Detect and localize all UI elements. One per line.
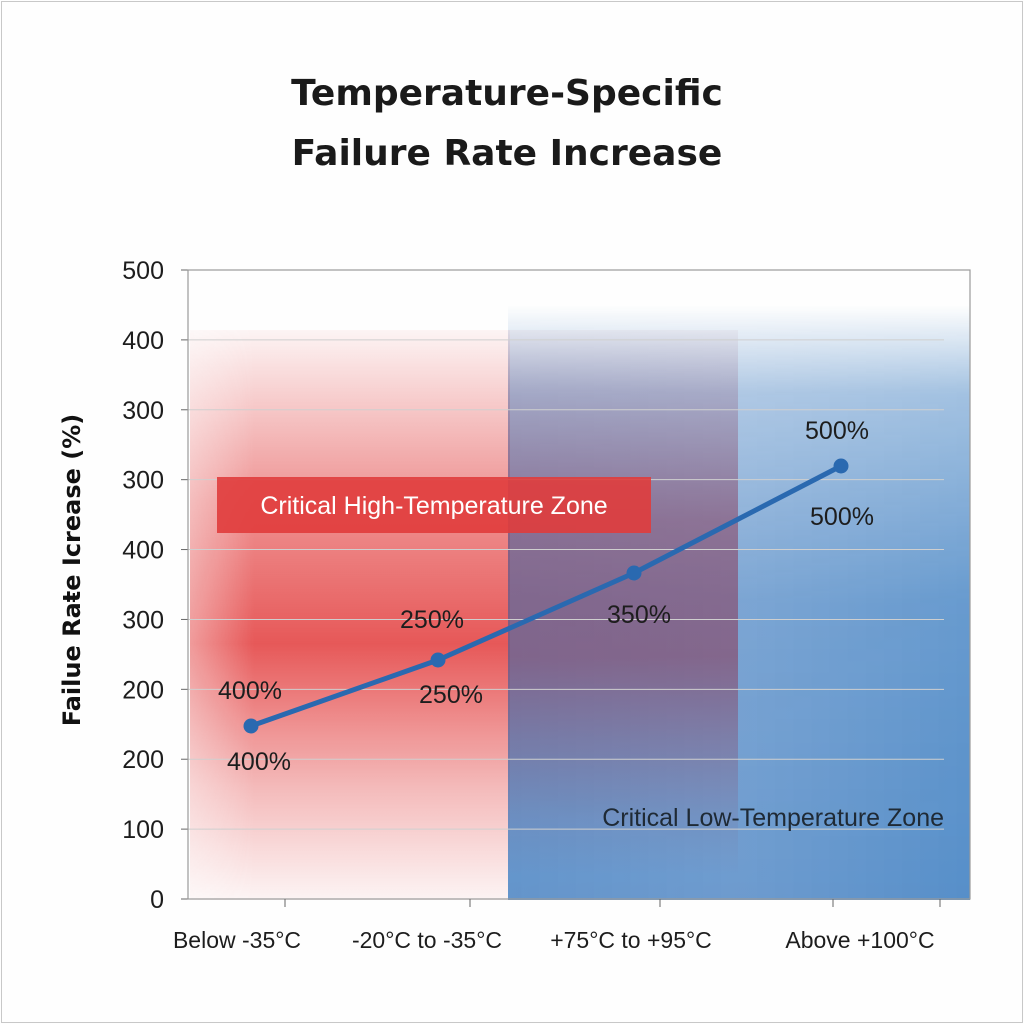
x-tick-labels: Below -35°C -20°C to -35°C +75°C to +95°C A… — [173, 927, 935, 953]
zone-label-high-text: Critical High-Temperature Zone — [260, 492, 607, 520]
point-label-above: 400% — [218, 677, 282, 705]
y-tick-label: 0 — [150, 886, 164, 914]
y-tick-label: 100 — [122, 816, 164, 844]
zone-backgrounds — [190, 305, 970, 900]
data-point — [626, 565, 642, 581]
point-label-above: 250% — [400, 606, 464, 634]
chart-title-line-2: Failure Rate Increase — [291, 133, 723, 174]
zone-label-high: Critical High-Temperature Zone — [217, 477, 651, 533]
series-path — [248, 463, 844, 729]
y-tick-label: 300 — [122, 467, 164, 495]
point-label-below: 400% — [227, 748, 291, 776]
point-label-above: 500% — [805, 417, 869, 445]
y-tick-label: 400 — [122, 327, 164, 355]
y-tick-label: 400 — [122, 537, 164, 565]
plot-border — [187, 269, 971, 900]
data-point — [243, 718, 259, 734]
point-label-below: 350% — [607, 601, 671, 629]
data-point — [833, 458, 849, 474]
y-tick-label: 500 — [122, 257, 164, 285]
chart-title-line-1: Temperature-Specific — [291, 73, 723, 114]
x-tick-label: -20°C to -35°C — [352, 927, 502, 953]
x-tick-label: Below -35°C — [173, 927, 301, 953]
y-tick-label: 300 — [122, 397, 164, 425]
point-labels: 400% 250% 500% 400% 250% 350% 500% — [218, 417, 874, 776]
y-axis-label: Failue Rat̵e Icrease (%) — [58, 414, 86, 727]
point-label-below: 250% — [419, 681, 483, 709]
high-temp-zone-fill — [190, 330, 510, 900]
y-tick-labels: 500 400 300 300 400 300 200 200 100 0 — [122, 257, 164, 914]
y-tick-label: 200 — [122, 676, 164, 704]
zone-overlap-fill — [508, 330, 738, 875]
chart-title: Temperature-Specific Failure Rate Increa… — [0, 64, 1014, 184]
zone-label-high-box — [217, 477, 651, 533]
x-tick-label: Above +100°C — [785, 927, 934, 953]
axes — [187, 269, 971, 907]
data-point — [430, 652, 446, 668]
point-label-below: 500% — [810, 503, 874, 531]
y-tick-label: 200 — [122, 746, 164, 774]
zone-label-low-text: Critical Low-Temperature Zone — [602, 804, 944, 832]
y-tick-label: 300 — [122, 606, 164, 634]
x-tick-label: +75°C to +95°C — [550, 927, 712, 953]
series-line — [243, 458, 849, 734]
